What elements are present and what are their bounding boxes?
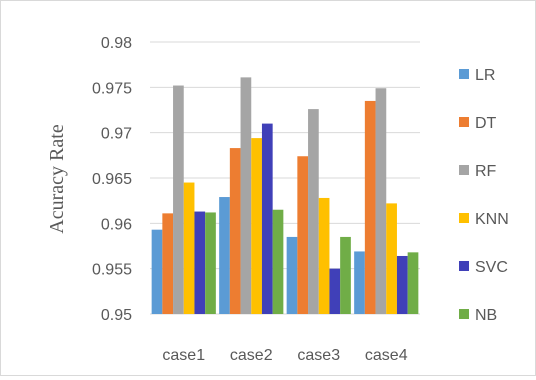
bar-lr-case1 (151, 229, 163, 314)
legend-label-rf: RF (475, 163, 497, 180)
legend-swatch-nb (459, 309, 469, 319)
bar-lr-case2 (219, 197, 230, 314)
bar-svc-case3 (329, 268, 341, 314)
y-tick-label: 0.975 (92, 80, 132, 97)
x-tick-label: case4 (365, 347, 408, 364)
bar-nb-case3 (340, 236, 351, 314)
bar-dt-case1 (162, 213, 174, 314)
bar-rf-case1 (173, 85, 184, 315)
legend-label-knn: KNN (475, 211, 509, 228)
bar-rf-case3 (308, 109, 319, 315)
x-tick-label: case1 (162, 347, 205, 364)
legend: LR DT RF KNN SVC NB (459, 67, 509, 324)
x-tick-label: case3 (297, 347, 340, 364)
bar-knn-case4 (386, 203, 397, 314)
bar-knn-case1 (183, 182, 195, 314)
bars (151, 77, 419, 315)
bar-svc-case1 (194, 211, 206, 314)
y-tick-label: 0.98 (101, 35, 132, 52)
legend-swatch-svc (459, 261, 469, 271)
legend-swatch-knn (459, 213, 469, 223)
bar-rf-case4 (375, 88, 387, 315)
bar-svc-case4 (396, 255, 408, 314)
bar-svc-case2 (261, 123, 273, 314)
bar-nb-case2 (272, 209, 284, 314)
y-axis-ticks: 0.95 0.955 0.96 0.965 0.97 0.975 0.98 (92, 35, 132, 324)
bar-dt-case3 (297, 156, 309, 314)
legend-label-svc: SVC (475, 259, 508, 276)
y-tick-label: 0.97 (101, 126, 132, 143)
bar-lr-case4 (354, 251, 365, 314)
bar-nb-case1 (205, 212, 216, 314)
y-tick-label: 0.96 (101, 216, 132, 233)
y-tick-label: 0.965 (92, 171, 132, 188)
legend-swatch-dt (459, 117, 469, 127)
bar-knn-case3 (318, 197, 330, 314)
bar-rf-case2 (240, 77, 252, 314)
legend-swatch-rf (459, 165, 469, 175)
bar-dt-case4 (364, 100, 376, 314)
bar-knn-case2 (251, 138, 262, 314)
legend-label-lr: LR (475, 67, 495, 84)
bar-nb-case4 (407, 252, 419, 314)
bar-dt-case2 (229, 148, 241, 314)
legend-label-nb: NB (475, 307, 497, 324)
y-tick-label: 0.95 (101, 307, 132, 324)
y-axis-label: Acuracy Rate (46, 124, 68, 234)
x-axis-ticks: case1 case2 case3 case4 (162, 347, 407, 364)
legend-swatch-lr (459, 69, 469, 79)
legend-label-dt: DT (475, 115, 497, 132)
x-tick-label: case2 (230, 347, 273, 364)
y-tick-label: 0.955 (92, 262, 132, 279)
bar-lr-case3 (286, 236, 298, 314)
